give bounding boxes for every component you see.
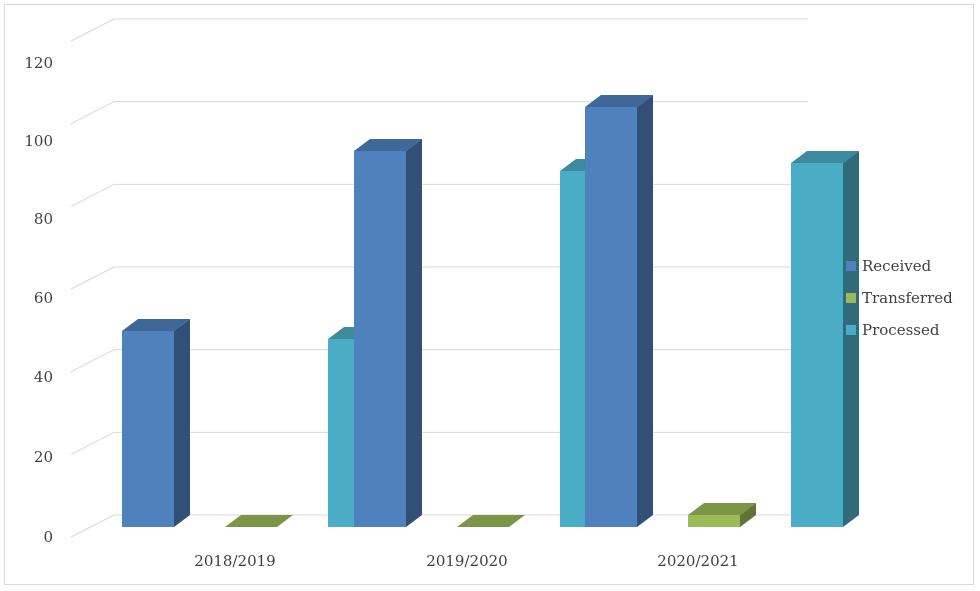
legend-swatch	[846, 293, 856, 303]
y-tick-label: 80	[34, 210, 53, 228]
y-tick-label: 60	[34, 289, 53, 307]
gridline-side	[70, 431, 115, 455]
bar-front	[688, 515, 740, 527]
gridline-side	[70, 349, 115, 373]
bar-processed-2	[791, 151, 859, 527]
bar-front	[585, 107, 637, 527]
x-axis-categories: 2018/2019 2019/2020 2020/2021	[194, 552, 738, 570]
y-axis-ticks: 0 20 40 60 80 100 120	[24, 54, 53, 546]
legend-item-processed: Processed	[846, 314, 953, 346]
bar-top	[122, 319, 190, 331]
bar-top	[225, 515, 293, 527]
bar-top	[354, 139, 422, 151]
bar-transferred-1	[457, 515, 525, 527]
x-category-label: 2020/2021	[657, 552, 738, 570]
bar-received-1	[354, 139, 422, 527]
legend-label: Processed	[862, 321, 940, 339]
y-tick-label: 20	[34, 448, 53, 466]
gridline-side	[70, 101, 115, 125]
bar-front	[791, 163, 843, 527]
bar-top	[585, 95, 653, 107]
x-category-label: 2019/2020	[426, 552, 507, 570]
legend-label: Transferred	[862, 289, 953, 307]
legend: Received Transferred Processed	[846, 250, 953, 346]
bar-top	[791, 151, 859, 163]
bar-transferred-2	[688, 503, 756, 527]
bars	[122, 95, 859, 527]
bar-top	[457, 515, 525, 527]
bar-side	[406, 139, 422, 527]
bar-received-2	[585, 95, 653, 527]
y-tick-label: 120	[24, 54, 53, 72]
gridlines	[70, 18, 808, 538]
gridline-side	[70, 514, 115, 538]
gridline-side	[70, 18, 115, 42]
x-category-label: 2018/2019	[194, 552, 275, 570]
legend-swatch	[846, 261, 856, 271]
y-tick-label: 0	[43, 528, 53, 546]
bar-front	[354, 151, 406, 527]
gridline-side	[70, 266, 115, 290]
bar-transferred-0	[225, 515, 293, 527]
gridline-side	[70, 183, 115, 207]
bar-front	[122, 331, 174, 527]
y-tick-label: 40	[34, 368, 53, 386]
bar-side	[740, 503, 756, 527]
bar-top	[688, 503, 756, 515]
legend-label: Received	[862, 257, 932, 275]
bar-side	[637, 95, 653, 527]
legend-swatch	[846, 325, 856, 335]
bar-side	[843, 151, 859, 527]
legend-item-received: Received	[846, 250, 953, 282]
legend-item-transferred: Transferred	[846, 282, 953, 314]
y-tick-label: 100	[24, 132, 53, 150]
bar-side	[174, 319, 190, 527]
bar-received-0	[122, 319, 190, 527]
